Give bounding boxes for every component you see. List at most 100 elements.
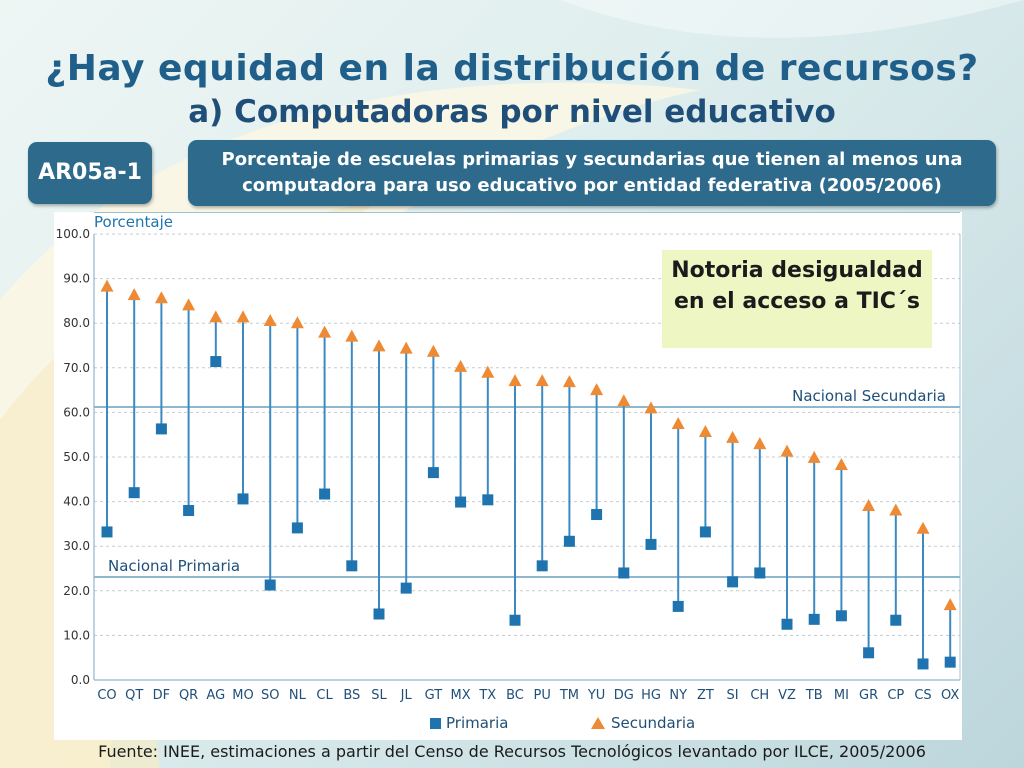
secundaria-point <box>508 374 522 387</box>
primaria-point <box>672 600 684 612</box>
primaria-point <box>346 560 358 572</box>
dumbbell-chart: 0.0 10.0 20.0 30.0 40.0 50.0 60.0 70.0 80.0 90.0 1… <box>56 212 961 732</box>
y-axis-label: Porcentaje <box>94 213 173 231</box>
y-tick-label: 40.0 <box>63 495 90 509</box>
secundaria-point <box>127 288 141 301</box>
x-tick-label: MI <box>834 688 849 703</box>
secundaria-point <box>698 425 712 438</box>
x-tick-label: BC <box>506 688 524 703</box>
primaria-point <box>101 526 113 538</box>
primaria-point <box>781 618 793 630</box>
primaria-point <box>210 356 222 368</box>
legend-primaria-marker <box>430 718 441 729</box>
secundaria-point <box>590 383 604 396</box>
primaria-point <box>373 608 385 620</box>
slide-subtitle: a) Computadoras por nivel educativo <box>188 94 836 130</box>
primaria-point <box>591 509 603 521</box>
x-tick-label: ZT <box>697 688 714 703</box>
x-tick-label: MO <box>232 688 253 703</box>
y-tick-label: 80.0 <box>63 316 90 330</box>
secundaria-point <box>617 394 631 407</box>
x-tick-label: BS <box>343 688 360 703</box>
x-tick-label: NY <box>669 688 687 703</box>
primaria-point <box>699 526 711 538</box>
description-line-2: computadora para uso educativo por entid… <box>242 175 942 196</box>
x-tick-label: CS <box>914 688 931 703</box>
x-tick-label: MX <box>451 688 471 703</box>
secundaria-point <box>345 329 359 342</box>
y-tick-label: 50.0 <box>63 450 90 464</box>
primaria-point <box>890 614 902 626</box>
primaria-point <box>563 535 575 547</box>
y-tick-label: 0.0 <box>71 673 90 687</box>
x-tick-label: PU <box>534 688 551 703</box>
x-tick-label: CP <box>887 688 904 703</box>
primaria-point <box>482 494 494 506</box>
x-tick-label: SL <box>371 688 387 703</box>
description-line-1: Porcentaje de escuelas primarias y secun… <box>221 149 963 170</box>
y-tick-label: 100.0 <box>56 227 90 241</box>
x-tick-label: CO <box>97 688 116 703</box>
primaria-point <box>618 567 630 579</box>
secundaria-point <box>100 279 114 292</box>
x-tick-label: DG <box>614 688 634 703</box>
x-tick-label: TM <box>559 688 579 703</box>
x-tick-label: QR <box>179 688 198 703</box>
secundaria-point <box>236 310 250 323</box>
source-note: Fuente: INEE, estimaciones a partir del … <box>98 742 926 761</box>
legend-primaria-label: Primaria <box>446 714 508 732</box>
y-tick-label: 30.0 <box>63 539 90 553</box>
secundaria-point <box>916 521 930 534</box>
primaria-point <box>645 538 657 550</box>
primaria-point <box>863 647 875 659</box>
secundaria-point <box>372 339 386 352</box>
secundaria-point <box>154 291 168 304</box>
secundaria-point <box>263 313 277 326</box>
callout-box: Notoria desigualdad en el acceso a TIC´s <box>662 250 932 348</box>
x-tick-label: YU <box>587 688 605 703</box>
primaria-point <box>835 610 847 622</box>
x-tick-label: VZ <box>778 688 796 703</box>
legend-secundaria-label: Secundaria <box>611 714 695 732</box>
x-tick-label: CL <box>316 688 333 703</box>
secundaria-point <box>318 325 332 338</box>
secundaria-point <box>426 344 440 357</box>
y-tick-label: 10.0 <box>63 628 90 642</box>
x-tick-label: CH <box>750 688 769 703</box>
primaria-point <box>319 488 331 500</box>
secundaria-point <box>290 316 304 329</box>
secundaria-point <box>535 374 549 387</box>
secundaria-point <box>671 416 685 429</box>
secundaria-point <box>562 375 576 388</box>
secundaria-point <box>182 298 196 311</box>
x-tick-label: GT <box>425 688 443 703</box>
x-tick-label: TB <box>805 688 823 703</box>
primaria-point <box>183 505 195 517</box>
x-tick-label: SI <box>727 688 739 703</box>
secundaria-point <box>780 444 794 457</box>
primaria-point <box>427 467 439 479</box>
secundaria-point <box>889 503 903 516</box>
secundaria-point <box>209 310 223 323</box>
x-tick-label: QT <box>125 688 143 703</box>
secundaria-point <box>644 401 658 414</box>
primaria-point <box>237 493 249 505</box>
x-tick-label: NL <box>289 688 307 703</box>
reference-line-label: Nacional Primaria <box>108 557 240 575</box>
secundaria-point <box>726 430 740 443</box>
primaria-point <box>917 658 929 670</box>
primaria-point <box>509 614 521 626</box>
y-tick-label: 70.0 <box>63 361 90 375</box>
primaria-point <box>400 582 412 594</box>
secundaria-point <box>399 341 413 354</box>
primaria-point <box>264 579 276 591</box>
indicator-description-box: Porcentaje de escuelas primarias y secun… <box>188 140 996 206</box>
x-tick-label: JL <box>400 688 413 703</box>
primaria-point <box>291 522 303 534</box>
x-tick-label: GR <box>859 688 878 703</box>
indicator-code-badge: AR05a-1 <box>28 142 152 204</box>
primaria-point <box>727 576 739 588</box>
x-tick-label: HG <box>641 688 661 703</box>
secundaria-point <box>753 437 767 450</box>
secundaria-point <box>943 598 957 611</box>
